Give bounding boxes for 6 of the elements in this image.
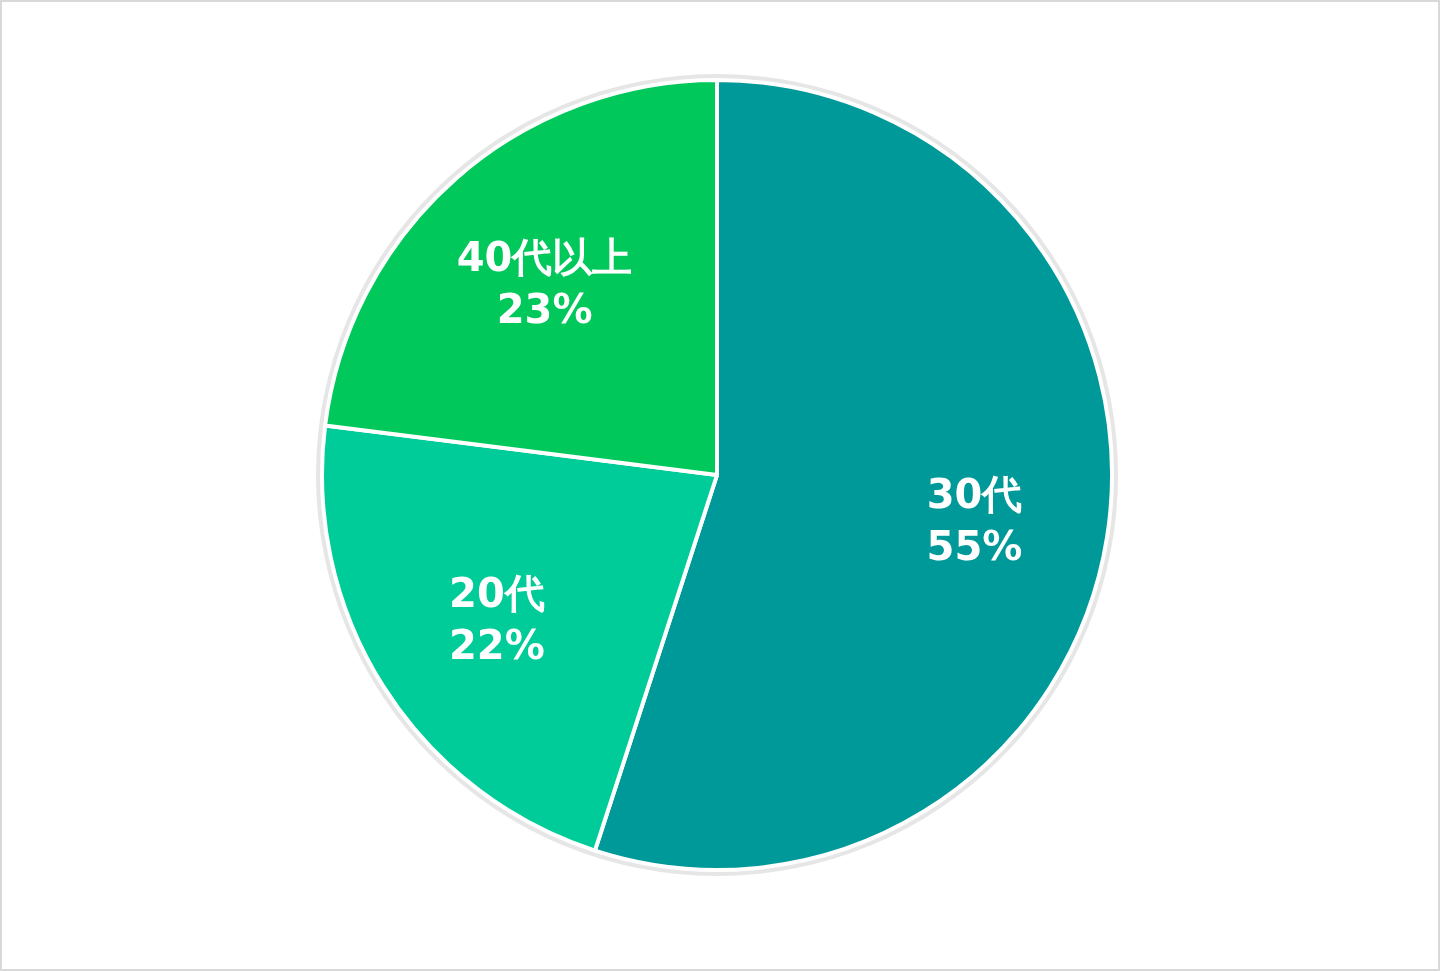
slice-label: 40代以上 [456, 234, 633, 281]
slice-label: 20代 [449, 569, 545, 616]
data-label: 22% [449, 621, 545, 668]
data-label: 23% [496, 286, 593, 333]
slice-label: 30代 [926, 470, 1023, 517]
data-label: 55% [926, 522, 1023, 569]
